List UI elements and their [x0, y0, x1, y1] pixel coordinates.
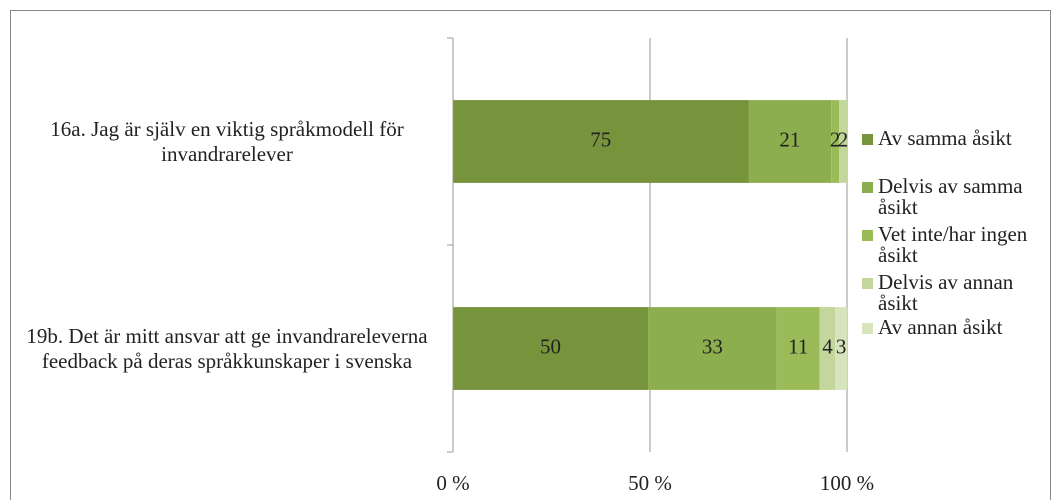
data-label: 50: [540, 334, 561, 358]
legend-label: Delvis av samma åsikt: [878, 174, 1023, 219]
data-label: 33: [702, 334, 723, 358]
x-tick-label: 0 %: [436, 471, 469, 495]
bar-segment: [748, 100, 832, 183]
x-tick-label: 50 %: [628, 471, 672, 495]
data-label: 2: [838, 127, 849, 151]
chart-frame: [10, 10, 1051, 500]
bar-segment: [453, 100, 749, 183]
data-label: 75: [590, 127, 611, 151]
data-label: 4: [822, 334, 833, 358]
legend-swatch: [862, 230, 873, 241]
bar-segment: [831, 100, 840, 183]
bar-segment: [776, 307, 820, 390]
legend-label: Vet inte/har ingen åsikt: [878, 222, 1028, 267]
legend-swatch: [862, 278, 873, 289]
bar-segment: [648, 307, 777, 390]
data-label: 3: [836, 334, 847, 358]
legend-swatch: [862, 134, 873, 145]
legend-swatch: [862, 323, 873, 334]
bar-segment: [835, 307, 847, 390]
category-label: 19b. Det är mitt ansvar att ge invandrar…: [26, 323, 428, 373]
data-label: 11: [788, 334, 808, 358]
legend-swatch: [862, 182, 873, 193]
data-label: 2: [830, 127, 841, 151]
bar-segment: [819, 307, 836, 390]
legend-label: Av annan åsikt: [878, 315, 1003, 339]
bar-segment: [453, 307, 649, 390]
legend-label: Delvis av annan åsikt: [878, 270, 1014, 315]
bar-segment: [839, 100, 847, 183]
legend-label: Av samma åsikt: [878, 126, 1012, 150]
category-label: 16a. Jag är själv en viktig språkmodell …: [50, 116, 404, 166]
x-tick-label: 100 %: [820, 471, 874, 495]
data-label: 21: [779, 127, 800, 151]
